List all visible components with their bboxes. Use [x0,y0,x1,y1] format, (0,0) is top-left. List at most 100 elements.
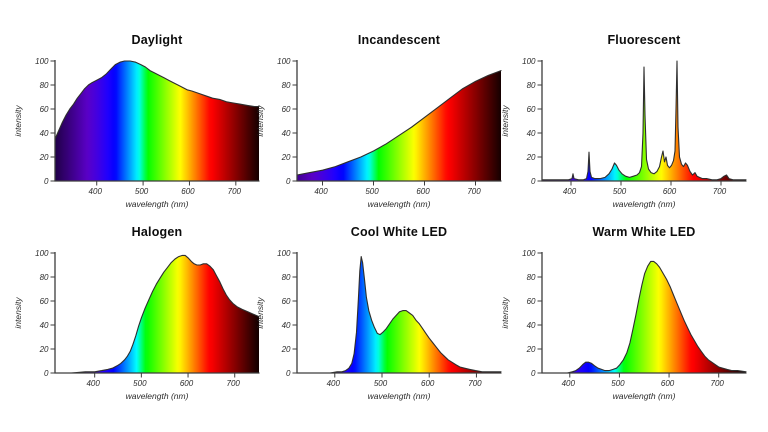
x-axis-label: wavelength (nm) [613,199,676,209]
warm-white-led-curve-outline [541,260,747,374]
y-tick-label: 0 [44,177,49,186]
y-tick-label: 20 [39,345,49,354]
halogen-curve-outline [54,254,260,374]
y-axis-label: intensity [255,297,265,329]
y-tick-label: 80 [527,81,536,90]
chart-title-incandescent: Incandescent [357,33,441,47]
y-tick-label: 0 [531,369,536,378]
x-tick-label: 500 [365,187,379,196]
cool-white-led-spectrum-area [297,256,501,373]
x-axis-label: wavelength (nm) [126,391,189,401]
chart-title-daylight: Daylight [131,33,183,47]
y-tick-label: 40 [527,321,536,330]
cool-white-led-curve-outline [296,256,502,374]
x-tick-label: 500 [133,379,147,388]
warm-white-led-spectrum-plot: 0 20 40 60 80 100 400 500 600 700 wavelength (nm) i… [500,249,747,401]
x-tick-label: 600 [180,379,194,388]
warm-white-led-spectrum-area [542,261,746,373]
x-tick-label: 400 [86,379,100,388]
x-tick-label: 700 [467,187,481,196]
x-tick-label: 600 [661,379,675,388]
x-tick-label: 400 [327,379,341,388]
cool-white-led-spectrum-plot: 0 20 40 60 80 100 400 500 600 700 wavelength (nm) i… [255,249,502,401]
y-tick-label: 20 [526,345,536,354]
x-tick-label: 500 [135,187,149,196]
chart-title-fluorescent: Fluorescent [607,33,681,47]
halogen-spectrum-plot: 0 20 40 60 80 100 400 500 600 700 wavelength (nm) i… [13,249,260,401]
y-tick-label: 60 [527,297,536,306]
y-tick-label: 100 [277,249,291,258]
y-axis-label: intensity [13,105,23,137]
x-tick-label: 700 [713,187,727,196]
incandescent-curve-outline [296,70,502,176]
y-axis-label: intensity [500,105,510,137]
y-tick-label: 100 [522,249,536,258]
y-tick-label: 100 [35,249,49,258]
daylight-spectrum-plot: 0 20 40 60 80 100 400 500 600 700 wavelength (nm) i… [13,57,260,209]
chart-title-halogen: Halogen [131,225,183,239]
y-tick-label: 40 [40,129,49,138]
x-axis-label: wavelength (nm) [126,199,189,209]
y-tick-label: 80 [282,81,291,90]
x-tick-label: 500 [611,379,625,388]
y-tick-label: 80 [40,81,49,90]
chart-title-warm-white-led: Warm White LED [592,225,696,239]
y-tick-label: 0 [286,177,291,186]
y-tick-label: 20 [39,153,49,162]
y-tick-label: 100 [522,57,536,66]
x-tick-label: 600 [663,187,677,196]
halogen-spectrum-area [55,255,259,373]
x-tick-label: 600 [421,379,435,388]
x-tick-label: 600 [416,187,430,196]
incandescent-spectrum-plot: 0 20 40 60 80 100 400 500 600 700 wavelength (nm) i… [255,57,502,209]
x-tick-label: 700 [228,187,242,196]
chart-cell-cool-white-led: Cool White LED 0 20 40 60 80 100 400 500 600 700 w… [251,225,502,417]
y-tick-label: 20 [281,345,291,354]
y-tick-label: 20 [526,153,536,162]
chart-cell-incandescent: Incandescent 0 20 40 60 80 100 400 500 600 700 wav… [251,33,502,225]
chart-title-cool-white-led: Cool White LED [350,225,448,239]
y-axis-label: intensity [255,105,265,137]
x-tick-label: 500 [613,187,627,196]
x-tick-label: 400 [562,379,576,388]
chart-cell-warm-white-led: Warm White LED 0 20 40 60 80 100 400 500 600 700 w… [496,225,747,417]
daylight-spectrum-area [55,61,259,181]
incandescent-spectrum-area [297,70,501,181]
x-axis-label: wavelength (nm) [613,391,676,401]
chart-cell-fluorescent: Fluorescent 0 20 40 60 80 100 400 500 600 700 wave… [496,33,747,225]
chart-cell-daylight: Daylight 0 20 40 60 80 100 400 500 600 700 wavelen… [9,33,260,225]
y-tick-label: 60 [40,297,49,306]
fluorescent-spectrum-plot: 0 20 40 60 80 100 400 500 600 700 wavelength (nm) i… [500,57,747,209]
y-tick-label: 0 [531,177,536,186]
y-tick-label: 80 [527,273,536,282]
y-tick-label: 0 [44,369,49,378]
y-tick-label: 80 [40,273,49,282]
x-tick-label: 600 [181,187,195,196]
y-tick-label: 40 [282,321,291,330]
x-tick-label: 400 [89,187,103,196]
y-tick-label: 80 [282,273,291,282]
x-axis-label: wavelength (nm) [368,391,431,401]
y-tick-label: 40 [40,321,49,330]
y-tick-label: 20 [281,153,291,162]
x-tick-label: 700 [468,379,482,388]
y-tick-label: 100 [35,57,49,66]
x-axis-label: wavelength (nm) [368,199,431,209]
y-tick-label: 60 [40,105,49,114]
x-tick-label: 700 [227,379,241,388]
y-tick-label: 60 [282,297,291,306]
y-tick-label: 40 [282,129,291,138]
y-axis-label: intensity [13,297,23,329]
x-tick-label: 700 [711,379,725,388]
x-tick-label: 500 [374,379,388,388]
fluorescent-spectrum-area [542,61,746,181]
y-tick-label: 60 [527,105,536,114]
x-tick-label: 400 [563,187,577,196]
y-tick-label: 60 [282,105,291,114]
y-tick-label: 0 [286,369,291,378]
y-tick-label: 100 [277,57,291,66]
y-tick-label: 40 [527,129,536,138]
chart-cell-halogen: Halogen 0 20 40 60 80 100 400 500 600 700 waveleng… [9,225,260,417]
x-tick-label: 400 [314,187,328,196]
